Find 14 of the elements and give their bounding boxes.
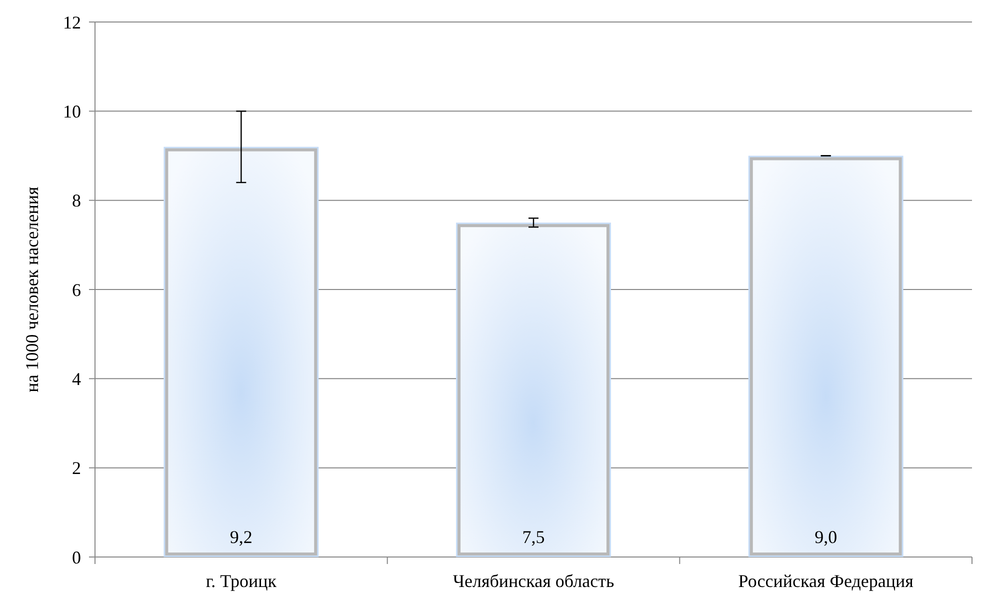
data-label: 9,2 xyxy=(230,527,252,547)
y-tick-label: 12 xyxy=(63,12,81,32)
y-tick-label: 8 xyxy=(72,190,81,211)
y-tick-label: 4 xyxy=(72,368,81,389)
y-tick-label: 6 xyxy=(72,280,81,300)
x-tick-label: Российская Федерация xyxy=(738,571,914,591)
y-axis-title: на 1000 человек населения xyxy=(22,186,42,392)
data-label: 9,0 xyxy=(814,527,838,547)
y-tick-label: 0 xyxy=(72,547,81,568)
y-tick-label: 10 xyxy=(63,101,81,122)
x-tick-label: Челябинская область xyxy=(452,571,614,591)
data-label: 7,5 xyxy=(522,527,545,547)
x-tick-label: г. Троицк xyxy=(206,571,277,591)
y-tick-label: 2 xyxy=(72,458,81,478)
